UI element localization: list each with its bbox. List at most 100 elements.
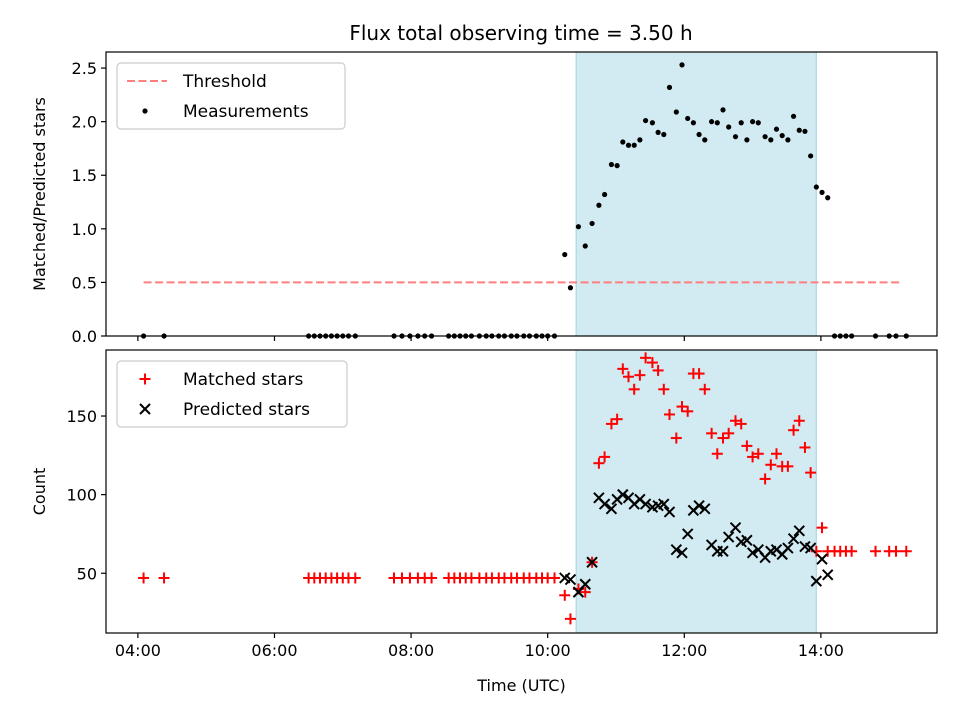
matched-stars-point: [816, 522, 828, 534]
measurements-point: [631, 142, 637, 148]
measurements-point: [655, 129, 661, 135]
y-tick-label: 2.5: [72, 59, 97, 78]
matched-stars-point: [693, 368, 705, 380]
matched-stars-point: [788, 424, 800, 436]
y-tick-label: 0.5: [72, 273, 97, 292]
predicted-stars-point: [670, 543, 683, 556]
predicted-stars-point: [663, 506, 676, 518]
matched-stars-point: [564, 613, 576, 625]
measurements-point: [608, 161, 615, 168]
predicted-stars-point: [579, 578, 591, 590]
y-tick-label: 1.0: [72, 220, 97, 239]
measurements-point: [562, 251, 568, 258]
measurements-point: [744, 137, 750, 143]
x-axis-label: Time (UTC): [476, 676, 565, 695]
measurements-point: [768, 137, 774, 143]
predicted-stars-point: [793, 525, 805, 537]
matched-stars-point: [759, 473, 771, 485]
legend-item-predicted-stars: Predicted stars: [139, 400, 310, 420]
measurements-point: [649, 120, 656, 126]
y-tick-label: 0.0: [72, 327, 97, 346]
measurements-point: [785, 137, 791, 143]
plot-frame: [105, 51, 938, 337]
predicted-stars-point: [746, 547, 759, 559]
matched-stars-point: [617, 363, 629, 375]
matched-stars-point: [559, 589, 571, 601]
plot-frame: [105, 349, 938, 634]
measurements-point: [690, 120, 696, 126]
legend-item-measurements: Measurements: [142, 102, 309, 122]
measurements-point: [625, 142, 632, 148]
legend-box: [116, 62, 346, 130]
matched-stars-point: [646, 357, 658, 369]
predicted-stars-point: [676, 547, 688, 559]
matched-stars-point: [900, 545, 912, 557]
legend-label: Measurements: [183, 102, 309, 122]
matched-stars-point: [805, 467, 817, 479]
matched-stars-point: [628, 383, 640, 395]
matched-stars-point: [770, 448, 782, 460]
measurements-point: [720, 107, 726, 113]
predicted-stars-point: [639, 498, 652, 510]
matched-stars-point: [706, 427, 718, 439]
predicted-stars-point: [564, 573, 577, 586]
x-tick-label: 06:00: [251, 641, 297, 660]
matched-stars-point: [870, 545, 882, 557]
matched-stars-point: [634, 369, 646, 381]
matched-stars-point: [717, 432, 729, 444]
matched-stars-point: [730, 415, 742, 427]
measurements-point: [773, 126, 780, 132]
shaded-region: [576, 52, 817, 336]
y-tick-label: 1.5: [72, 166, 97, 185]
x-tick-label: 10:00: [525, 641, 571, 660]
measurements-point: [779, 132, 785, 139]
measurements-point: [567, 285, 574, 291]
matched-stars-point: [426, 572, 438, 584]
x-tick-label: 04:00: [115, 641, 161, 660]
measurements-point: [673, 109, 679, 115]
measurements-point: [620, 139, 626, 145]
predicted-stars-point: [722, 531, 735, 543]
y-tick-label: 150: [66, 407, 97, 426]
matched-stars-point: [549, 572, 561, 584]
legend-item-matched-stars: Matched stars: [139, 370, 303, 390]
predicted-stars-point: [741, 534, 753, 546]
matched-stars-point: [605, 418, 617, 430]
matched-stars-point: [599, 451, 611, 463]
predicted-stars-point: [699, 503, 711, 515]
matched-stars-point: [593, 457, 605, 469]
measurements-point: [813, 184, 819, 190]
matched-stars-point: [782, 460, 794, 472]
measurements-point: [755, 120, 761, 126]
matched-stars-point: [349, 572, 361, 584]
measurements-point: [749, 119, 756, 125]
measurements-point: [602, 191, 608, 198]
measurements-point: [575, 224, 582, 230]
measurements-point: [808, 153, 814, 159]
measurements-point: [642, 117, 649, 124]
matched-stars-point: [670, 432, 682, 444]
measurements-point: [702, 137, 708, 143]
x-tick-label: 08:00: [388, 641, 434, 660]
measurements-point: [709, 119, 715, 125]
matched-stars-point: [741, 440, 753, 452]
measurements-point: [596, 202, 602, 208]
measurements-point: [738, 120, 744, 126]
y-tick-label: 50: [77, 564, 97, 583]
legend: Matched stars Predicted stars: [116, 360, 348, 428]
matched-stars-point: [158, 572, 170, 584]
predicted-stars-point: [681, 528, 694, 540]
matched-stars-point: [579, 586, 591, 598]
predicted-stars-point: [729, 521, 742, 534]
legend: Threshold Measurements: [116, 62, 346, 130]
x-tick-label: 12:00: [661, 641, 707, 660]
predicted-stars-point: [598, 498, 611, 510]
measurements-point: [679, 62, 685, 68]
measurements-point: [637, 137, 643, 143]
predicted-stars-point: [782, 542, 794, 554]
measurements-point: [685, 115, 691, 122]
measurements-point: [825, 195, 831, 201]
matched-stars-point: [793, 415, 805, 427]
matched-stars-point: [676, 401, 688, 413]
